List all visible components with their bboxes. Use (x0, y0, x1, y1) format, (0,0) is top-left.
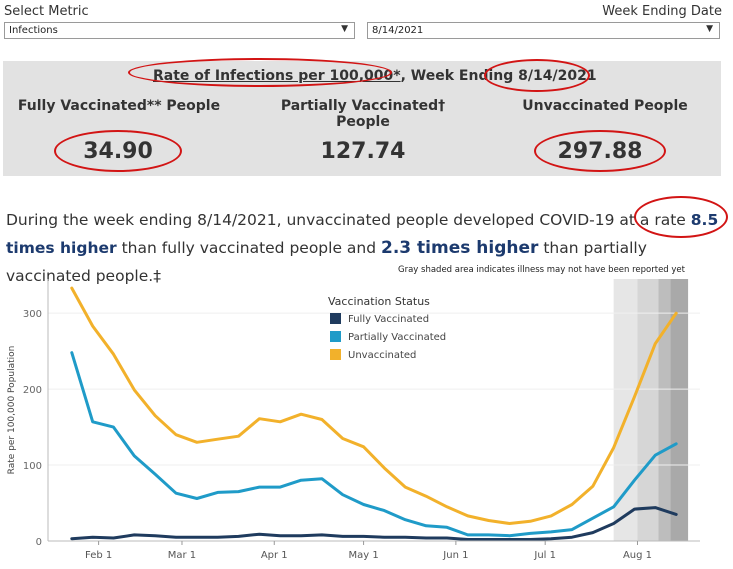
y-tick-label: 200 (23, 385, 42, 396)
y-axis-title: Rate per 100,000 Population (7, 346, 17, 475)
annotation-oval-date (484, 59, 590, 92)
legend-swatch (330, 349, 341, 360)
shaded-region (658, 279, 671, 541)
shaded-region (637, 279, 659, 541)
rate-line-chart: 0 100 200 300 Feb 1 Mar 1 Apr 1 May 1 Jun 1 Jul 1… (7, 279, 700, 561)
y-tick-label: 300 (23, 309, 42, 320)
partially-vaccinated-heading: Partially Vaccinated† People (280, 98, 446, 130)
metric-dropdown-value: Infections (9, 25, 58, 36)
metric-dropdown[interactable]: Infections ▼ (4, 22, 355, 39)
legend-label: Fully Vaccinated (348, 314, 429, 325)
ratio-fully: 8.5 times higher (6, 211, 719, 257)
x-tick-label: Jun 1 (442, 550, 468, 561)
shaded-region (670, 279, 689, 541)
sentence-part2: than fully vaccinated people and (116, 239, 382, 257)
x-tick-label: Mar 1 (168, 550, 196, 561)
week-ending-label: Week Ending Date (602, 4, 722, 19)
fully-vaccinated-heading: Fully Vaccinated** People (17, 98, 221, 114)
legend-swatch (330, 313, 341, 324)
chevron-down-icon[interactable]: ▼ (706, 24, 713, 34)
legend-title: Vaccination Status (328, 295, 430, 308)
legend-label: Unvaccinated (348, 350, 416, 361)
unvaccinated-heading: Unvaccinated People (522, 98, 688, 114)
annotation-oval-title (128, 58, 392, 87)
x-tick-label: Apr 1 (261, 550, 288, 561)
legend-label: Partially Vaccinated (348, 332, 446, 343)
annotation-oval-ratio (634, 196, 728, 238)
y-tick-label: 0 (36, 537, 42, 548)
annotation-oval-fully (54, 130, 182, 172)
sentence-part3: than partially vaccinated people.‡ (6, 239, 647, 285)
week-ending-dropdown[interactable]: 8/14/2021 ▼ (367, 22, 720, 39)
annotation-oval-unvaccinated (534, 130, 666, 172)
partially-vaccinated-rate: 127.74 (320, 139, 406, 164)
series-line-unvaccinated (70, 286, 678, 525)
comparison-sentence: During the week ending 8/14/2021, unvacc… (6, 206, 731, 290)
series-line-partially (70, 351, 678, 538)
ratio-partially: 2.3 times higher (381, 238, 539, 258)
shaded-region (613, 279, 638, 541)
x-tick-label: May 1 (348, 550, 378, 561)
x-tick-label: Aug 1 (623, 550, 652, 561)
x-tick-label: Jul 1 (533, 550, 556, 561)
chevron-down-icon[interactable]: ▼ (341, 24, 348, 34)
select-metric-label: Select Metric (4, 4, 89, 19)
y-tick-label: 100 (23, 461, 42, 472)
x-tick-label: Feb 1 (85, 550, 112, 561)
series-line-fully (70, 506, 678, 541)
shaded-area-note: Gray shaded area indicates illness may n… (398, 265, 685, 275)
legend-swatch (330, 331, 341, 342)
sentence-part1: During the week ending 8/14/2021, unvacc… (6, 211, 691, 229)
week-ending-dropdown-value: 8/14/2021 (372, 25, 424, 36)
